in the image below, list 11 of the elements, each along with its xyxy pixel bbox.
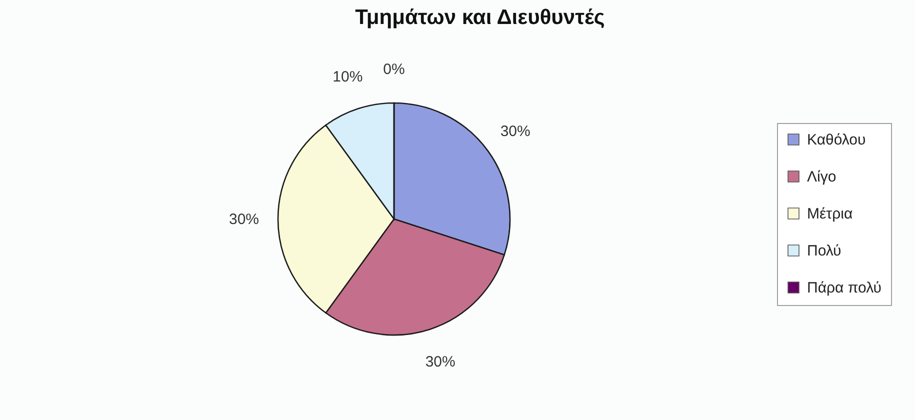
legend-label: Πολύ [807, 242, 842, 260]
data-label: 30% [425, 354, 456, 371]
data-label: 30% [228, 211, 260, 228]
legend-label: Πάρα πολύ [807, 280, 882, 296]
legend-label: Καθόλου [807, 132, 866, 148]
data-label: 10% [332, 68, 363, 86]
data-label: 30% [500, 122, 530, 140]
legend-label: Μέτρια [807, 206, 853, 222]
legend-label: Λίγο [807, 168, 836, 186]
chart-title: Τμημάτων και Διευθυντές [355, 6, 605, 29]
text: 0% [383, 61, 405, 78]
